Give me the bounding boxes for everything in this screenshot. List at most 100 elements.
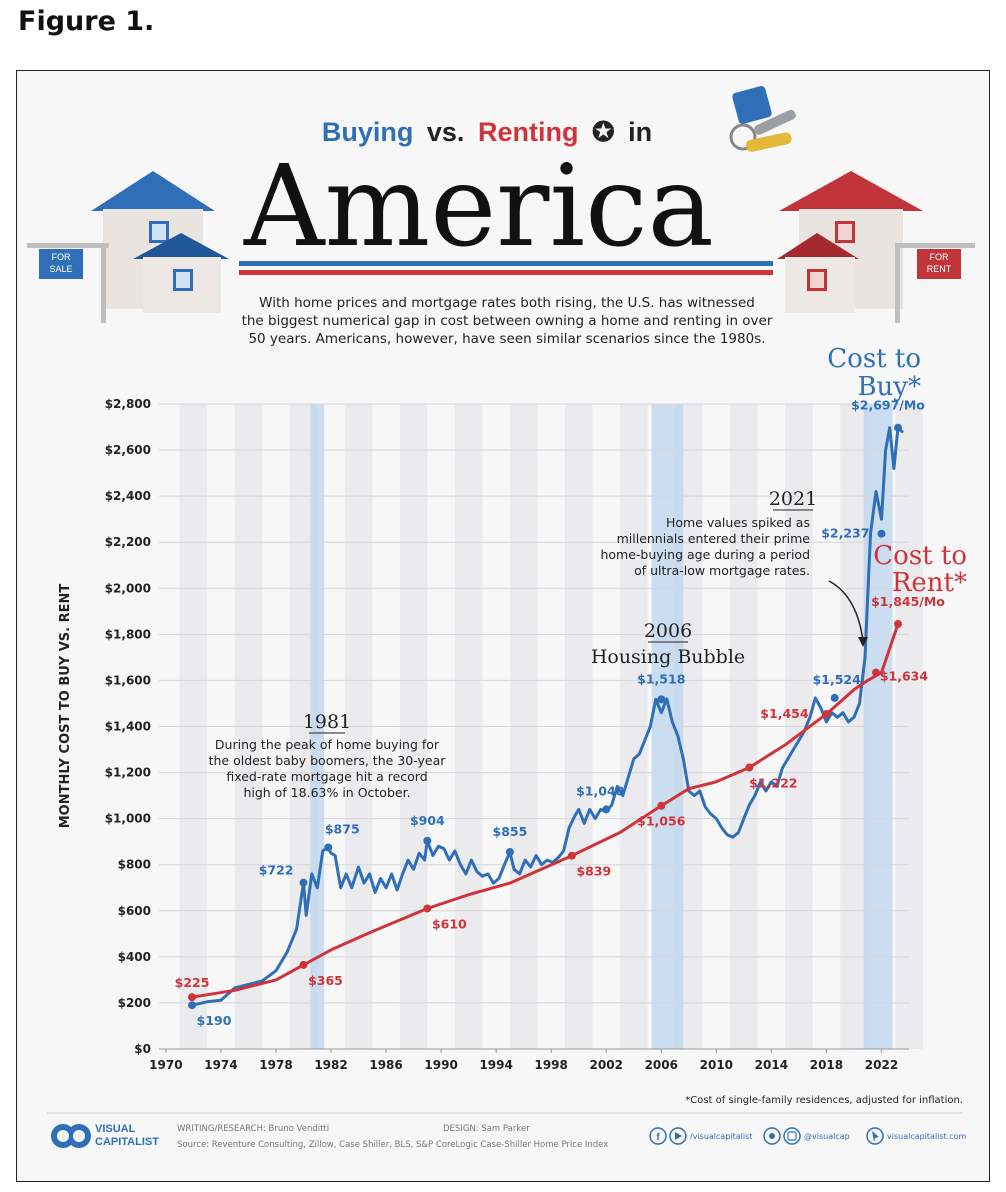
- annotation-2021-line2: millennials entered their prime: [617, 531, 811, 546]
- buy-data-point: [877, 529, 886, 538]
- buy-data-label: $1,040: [576, 783, 625, 798]
- intro-line-3: 50 years. Americans, however, have seen …: [248, 331, 765, 347]
- buy-data-point: [505, 848, 514, 857]
- buy-data-point: [602, 805, 611, 814]
- for-sale-sign-line2: SALE: [49, 264, 72, 274]
- intro-line-2: the biggest numerical gap in cost betwee…: [242, 313, 773, 329]
- x-tick-label: 1974: [204, 1058, 237, 1072]
- footer: VISUAL CAPITALIST WRITING/RESEARCH: Brun…: [47, 1112, 967, 1150]
- youtube-icon[interactable]: [669, 1127, 687, 1145]
- rent-data-label: $610: [432, 916, 467, 931]
- x-tick-label: 1998: [534, 1058, 567, 1072]
- red-stripe: [239, 270, 773, 275]
- annotation-2006-year: 2006: [644, 620, 692, 642]
- buy-data-label: $904: [410, 813, 445, 828]
- buy-data-label: $875: [325, 821, 360, 836]
- rent-data-point: [745, 763, 754, 772]
- infographic-frame: FOR SALE FOR RENT Buying vs.: [16, 70, 990, 1182]
- gridlines: [159, 403, 909, 1050]
- buy-series-line: [190, 426, 904, 1007]
- rent-title-line1: Cost to: [873, 541, 967, 571]
- header-title: America: [243, 142, 714, 272]
- rent-data-point: [299, 960, 308, 969]
- buy-data-label: $2,697/Mo: [851, 398, 925, 413]
- y-tick-label: $0: [134, 1042, 151, 1056]
- brand-bottom: CAPITALIST: [95, 1136, 159, 1148]
- x-tick-label: 2014: [755, 1058, 788, 1072]
- annotation-2021-year: 2021: [769, 488, 817, 510]
- facebook-icon[interactable]: f: [649, 1127, 667, 1145]
- buy-data-label: $1,518: [637, 671, 685, 686]
- website-link[interactable]: visualcapitalist.com: [887, 1132, 967, 1141]
- rent-data-label: $1,454: [760, 706, 809, 721]
- header: FOR SALE FOR RENT Buying vs.: [27, 86, 975, 347]
- rent-data-label: $225: [175, 975, 210, 990]
- x-tick-label: 1986: [369, 1058, 402, 1072]
- x-tick-label: 1990: [424, 1058, 457, 1072]
- y-tick-label: $1,000: [105, 812, 151, 826]
- y-tick-label: $1,200: [105, 766, 151, 780]
- buy-data-label: $722: [259, 863, 294, 878]
- for-rent-house-icon: [777, 171, 975, 323]
- source-credit: Source: Reventure Consulting, Zillow, Ca…: [177, 1140, 608, 1150]
- x-tick-label: 2022: [865, 1058, 898, 1072]
- rent-data-point: [657, 801, 666, 810]
- annotation-2021-line4: of ultra-low mortgage rates.: [634, 563, 810, 578]
- rent-data-label: $1,634: [880, 669, 929, 684]
- y-tick-label: $400: [118, 950, 151, 964]
- social-handle-1[interactable]: /visualcapitalist: [690, 1132, 752, 1141]
- buy-data-point: [830, 693, 839, 702]
- buy-data-point: [423, 836, 432, 845]
- annotation-1981: 1981 During the peak of home buying for …: [209, 711, 447, 800]
- star-icon: ✪: [592, 117, 615, 147]
- y-tick-label: $2,600: [105, 443, 151, 457]
- cursor-icon[interactable]: [866, 1127, 884, 1145]
- annotation-1981-line1: During the peak of home buying for: [215, 737, 440, 752]
- arrow-head-icon: [858, 637, 868, 647]
- x-tick-label: 2018: [810, 1058, 843, 1072]
- header-tagline: Buying vs. Renting ✪ in: [322, 117, 652, 147]
- x-tick-label: 1982: [314, 1058, 347, 1072]
- chart: $0 $200 $400 $600 $800 $1,000 $1,200 $1,400 $1,6…: [105, 397, 946, 1072]
- design-credit: DESIGN: Sam Parker: [443, 1124, 530, 1134]
- y-tick-label: $800: [118, 858, 151, 872]
- social-handle-2[interactable]: @visualcap: [804, 1132, 850, 1141]
- for-sale-house-icon: [27, 171, 229, 323]
- annotation-1981-line4: high of 18.63% in October.: [243, 785, 410, 800]
- y-tick-label: $1,600: [105, 673, 151, 687]
- y-tick-label: $1,400: [105, 720, 151, 734]
- annotation-2021-arrow: [828, 580, 864, 642]
- rent-data-point: [423, 904, 432, 913]
- instagram-icon[interactable]: [783, 1127, 801, 1145]
- annotation-2021-line1: Home values spiked as: [666, 515, 810, 530]
- buy-data-point: [299, 878, 308, 887]
- rent-data-point: [822, 710, 831, 719]
- data-labels: $190 $722 $875 $904 $855 $1,040 $1,518 $1,524 $2…: [175, 398, 946, 1029]
- y-tick-label: $1,800: [105, 627, 151, 641]
- in-word: in: [628, 117, 652, 147]
- buying-word: Buying: [322, 117, 414, 147]
- x-tick-label: 1994: [479, 1058, 512, 1072]
- rent-title-line2: Rent*: [892, 568, 967, 598]
- buy-data-point: [188, 1001, 197, 1010]
- for-rent-sign-line2: RENT: [927, 264, 952, 274]
- rent-data-label: $365: [308, 973, 343, 988]
- brand-top: VISUAL: [95, 1123, 136, 1135]
- twitter-icon[interactable]: [763, 1127, 781, 1145]
- rent-data-point: [871, 668, 880, 677]
- intro-line-1: With home prices and mortgage rates both…: [259, 295, 755, 311]
- buy-title-line2: Buy*: [857, 372, 921, 402]
- rent-data-label: $1,222: [749, 776, 797, 791]
- annotation-1981-line2: the oldest baby boomers, the 30-year: [209, 753, 447, 768]
- visual-capitalist-logo-icon: [51, 1124, 91, 1148]
- svg-text:f: f: [656, 1132, 660, 1143]
- x-tick-label: 2006: [645, 1058, 678, 1072]
- footnote: *Cost of single-family residences, adjus…: [685, 1095, 963, 1106]
- y-tick-label: $2,400: [105, 489, 151, 503]
- writing-credit: WRITING/RESEARCH: Bruno Venditti: [177, 1124, 329, 1134]
- axes: $0 $200 $400 $600 $800 $1,000 $1,200 $1,400 $1,6…: [105, 397, 909, 1072]
- buy-data-label: $1,524: [813, 672, 862, 687]
- for-rent-sign-line1: FOR: [930, 252, 949, 262]
- y-tick-label: $600: [118, 904, 151, 918]
- rent-data-point: [188, 993, 197, 1002]
